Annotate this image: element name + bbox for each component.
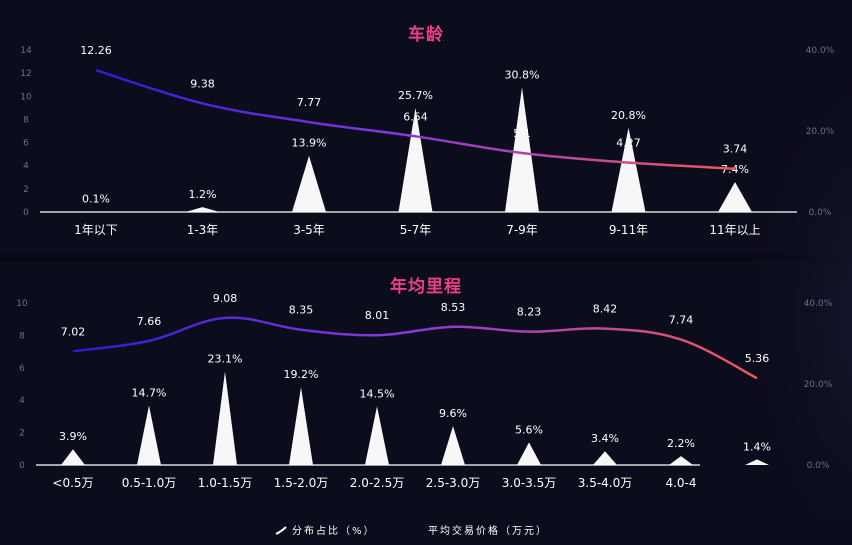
line-value-label: 5.1 bbox=[513, 127, 531, 140]
line-value-label: 7.66 bbox=[137, 315, 162, 328]
bar-value-label: 14.5% bbox=[360, 387, 395, 400]
bar-value-label: 5.6% bbox=[515, 423, 543, 436]
bar-value-label: 3.4% bbox=[591, 432, 619, 445]
y-right-tick: 0.0% bbox=[809, 208, 832, 218]
category-label: <0.5万 bbox=[52, 476, 93, 490]
category-label: 3-5年 bbox=[293, 223, 325, 237]
y-left-tick: 0 bbox=[23, 208, 29, 218]
bar-value-label: 23.1% bbox=[208, 352, 243, 365]
bar-mark bbox=[669, 456, 693, 465]
category-label: 9-11年 bbox=[609, 223, 648, 237]
line-value-label: 3.74 bbox=[723, 143, 748, 156]
bar-mark bbox=[611, 127, 646, 212]
bar-value-label: 14.7% bbox=[132, 386, 167, 399]
chart1-title: 车龄 bbox=[408, 25, 444, 45]
bar-mark bbox=[61, 449, 85, 465]
bar-value-label: 1.4% bbox=[743, 440, 771, 453]
bar-value-label: 0.1% bbox=[82, 193, 110, 206]
bar-mark bbox=[517, 442, 541, 465]
bar-mark bbox=[745, 459, 769, 465]
category-label: 1.0-1.5万 bbox=[198, 476, 253, 490]
bar-mark bbox=[505, 87, 539, 212]
category-label: 11年以上 bbox=[709, 223, 760, 237]
line-value-label: 4.27 bbox=[616, 137, 641, 150]
category-label: 4.0-4 bbox=[665, 476, 696, 490]
category-label: 3.0-3.5万 bbox=[502, 476, 557, 490]
bar-mark bbox=[441, 426, 465, 465]
line-value-label: 7.02 bbox=[61, 325, 86, 338]
legend-line-label: 平均交易价格（万元） bbox=[428, 524, 548, 537]
y-left-tick: 12 bbox=[20, 69, 31, 79]
line-value-label: 9.08 bbox=[213, 292, 238, 305]
y-right-tick: 40.0% bbox=[804, 299, 833, 309]
bar-value-label: 3.9% bbox=[59, 430, 87, 443]
category-label: 1年以下 bbox=[74, 223, 118, 237]
y-left-tick: 10 bbox=[20, 92, 32, 102]
y-left-tick: 8 bbox=[23, 115, 29, 125]
bar-value-label: 2.2% bbox=[667, 437, 695, 450]
line-value-label: 8.53 bbox=[441, 301, 466, 314]
price-line bbox=[95, 68, 736, 170]
y-left-tick: 4 bbox=[23, 162, 29, 172]
bar-value-label: 20.8% bbox=[611, 109, 646, 122]
bar-value-label: 9.6% bbox=[439, 407, 467, 420]
chart2-title: 年均里程 bbox=[390, 277, 462, 297]
y-right-tick: 40.0% bbox=[806, 46, 835, 56]
line-value-label: 12.26 bbox=[80, 44, 112, 57]
y-left-tick: 6 bbox=[19, 364, 25, 374]
category-label: 1-3年 bbox=[187, 223, 219, 237]
line-value-label: 7.77 bbox=[297, 96, 322, 109]
line-value-label: 8.23 bbox=[517, 306, 542, 319]
legend-bar-label: 分布占比（%） bbox=[292, 524, 376, 537]
y-left-tick: 10 bbox=[16, 299, 28, 309]
line-value-label: 8.35 bbox=[289, 304, 314, 317]
bar-mark bbox=[185, 207, 220, 212]
bar-value-label: 1.2% bbox=[189, 188, 217, 201]
bar-mark bbox=[365, 406, 389, 465]
y-left-tick: 2 bbox=[23, 185, 29, 195]
line-value-label: 6.54 bbox=[403, 110, 428, 123]
bar-value-label: 13.9% bbox=[292, 137, 327, 150]
y-left-tick: 4 bbox=[19, 396, 25, 406]
y-left-tick: 8 bbox=[19, 331, 25, 341]
bar-value-label: 25.7% bbox=[398, 89, 433, 102]
bar-mark bbox=[137, 405, 161, 465]
line-value-label: 7.74 bbox=[669, 314, 694, 327]
category-label: 1.5-2.0万 bbox=[274, 476, 329, 490]
y-left-tick: 0 bbox=[19, 461, 25, 471]
bar-mark bbox=[398, 107, 433, 212]
line-value-label: 8.42 bbox=[593, 303, 618, 316]
bar-value-label: 30.8% bbox=[505, 68, 540, 81]
price-line bbox=[72, 316, 758, 380]
category-label: 2.0-2.5万 bbox=[350, 476, 405, 490]
bar-mark bbox=[289, 387, 313, 465]
annual-mileage-chart: 0 2 4 6 8 10 0.0% 20.0% 40.0% 3.9% 14.7% 23.1% 19.2%… bbox=[16, 292, 833, 490]
bar-mark bbox=[593, 451, 617, 465]
y-left-tick: 14 bbox=[20, 46, 32, 56]
bar-value-label: 7.4% bbox=[721, 163, 749, 176]
y-left-tick: 2 bbox=[19, 429, 25, 439]
legend-bar-icon bbox=[275, 526, 287, 535]
y-right-tick: 0.0% bbox=[807, 461, 830, 471]
y-left-tick: 6 bbox=[23, 139, 29, 149]
line-value-label: 9.38 bbox=[190, 77, 215, 90]
line-value-label: 8.01 bbox=[365, 309, 390, 322]
category-label: 3.5-4.0万 bbox=[578, 476, 633, 490]
bar-value-label: 19.2% bbox=[284, 368, 319, 381]
category-label: 2.5-3.0万 bbox=[426, 476, 481, 490]
category-label: 0.5-1.0万 bbox=[122, 476, 177, 490]
y-right-tick: 20.0% bbox=[806, 127, 835, 137]
bar-mark bbox=[718, 182, 752, 212]
y-right-tick: 20.0% bbox=[804, 380, 833, 390]
bar-mark bbox=[213, 371, 237, 465]
vehicle-age-chart: 0 2 4 6 8 10 12 14 0.0% 20.0% 40.0% 0.1% 1.2% 13.9% 25… bbox=[20, 44, 835, 237]
category-label: 7-9年 bbox=[506, 223, 538, 237]
bar-mark bbox=[292, 155, 326, 212]
legend: 分布占比（%） 平均交易价格（万元） bbox=[275, 524, 548, 537]
line-value-label: 5.36 bbox=[745, 352, 770, 365]
category-label: 5-7年 bbox=[400, 223, 432, 237]
